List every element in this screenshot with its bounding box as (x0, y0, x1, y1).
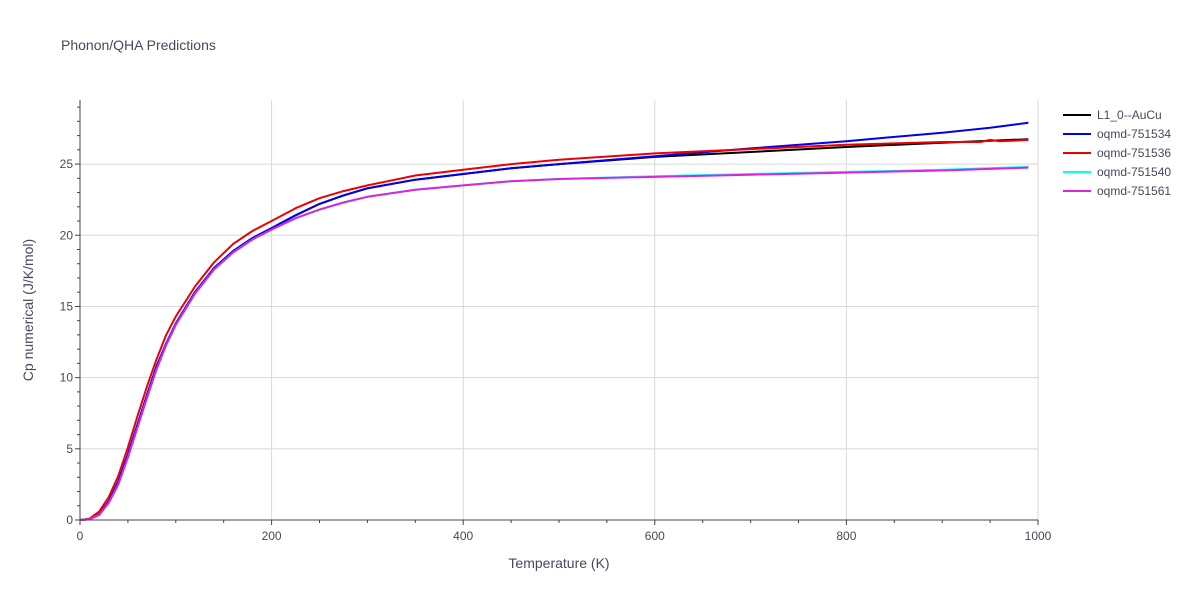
legend-label: L1_0--AuCu (1097, 108, 1162, 122)
x-axis-label: Temperature (K) (508, 555, 609, 571)
y-tick-label: 20 (60, 228, 74, 242)
x-tick-label: 200 (262, 529, 282, 543)
legend-item-oqmd-751534[interactable]: oqmd-751534 (1063, 127, 1171, 141)
y-tick-label: 0 (66, 513, 73, 527)
gridlines (80, 100, 1039, 520)
legend-item-oqmd-751536[interactable]: oqmd-751536 (1063, 146, 1171, 160)
x-tick-label: 800 (836, 529, 856, 543)
y-tick-label: 15 (60, 299, 74, 313)
y-tick-label: 25 (60, 157, 74, 171)
legend-label: oqmd-751534 (1097, 127, 1171, 141)
legend-label: oqmd-751536 (1097, 146, 1171, 160)
y-tick-label: 10 (60, 371, 74, 385)
chart-title: Phonon/QHA Predictions (61, 37, 216, 53)
series-line-oqmd-751536 (79, 138, 1029, 521)
legend-item-oqmd-751540[interactable]: oqmd-751540 (1063, 165, 1171, 179)
axes: 0 200 400 600 800 1000 0 5 10 15 20 25 (60, 100, 1052, 543)
x-tick-label: 600 (645, 529, 665, 543)
legend-label: oqmd-751540 (1097, 165, 1171, 179)
legend-item-l1-0-aucu[interactable]: L1_0--AuCu (1063, 108, 1162, 122)
series-line-oqmd-751540 (79, 165, 1029, 521)
legend[interactable]: L1_0--AuCu oqmd-751534 oqmd-751536 oqmd-751… (1063, 108, 1171, 198)
legend-item-oqmd-751561[interactable]: oqmd-751561 (1063, 184, 1171, 198)
y-tick-label: 5 (66, 442, 73, 456)
series-line-oqmd-751561 (79, 166, 1029, 521)
series-line-oqmd-751534 (79, 121, 1029, 521)
x-tick-label: 400 (453, 529, 473, 543)
series-layer (79, 121, 1029, 521)
y-axis-label: Cp numerical (J/K/mol) (20, 239, 36, 381)
legend-label: oqmd-751561 (1097, 184, 1171, 198)
x-tick-label: 1000 (1025, 529, 1052, 543)
series-line-l1-0-aucu (79, 138, 1029, 521)
x-tick-label: 0 (77, 529, 84, 543)
